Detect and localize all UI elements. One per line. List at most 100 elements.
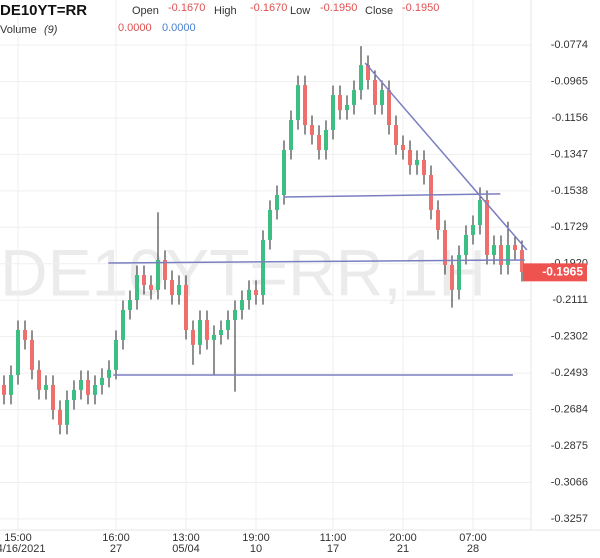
- candle-body: [366, 65, 370, 80]
- candle-body: [107, 369, 111, 378]
- candle-body: [135, 275, 139, 301]
- low-value: -0.1950: [320, 2, 357, 14]
- candle-body: [142, 275, 146, 285]
- y-tick-label: -0.1729: [551, 221, 588, 233]
- candle-body: [457, 254, 461, 290]
- candle-body: [86, 379, 90, 395]
- candle-body: [387, 90, 391, 126]
- candle-body: [513, 245, 517, 251]
- open-value: -0.1670: [168, 2, 205, 14]
- high-value: -0.1670: [250, 2, 287, 14]
- candle-body: [464, 234, 468, 255]
- y-tick-label: -0.1538: [551, 185, 588, 197]
- candle-body: [499, 245, 503, 265]
- candle-body: [72, 389, 76, 401]
- candle-body: [156, 259, 160, 290]
- candle-body: [408, 150, 412, 166]
- y-tick-label: -0.2302: [551, 331, 588, 343]
- high-label: High: [214, 5, 237, 17]
- y-tick-label: -0.2493: [551, 367, 588, 379]
- candle-body: [471, 225, 475, 235]
- candle-body: [79, 379, 83, 390]
- candle-body: [394, 125, 398, 146]
- candle-body: [65, 400, 69, 425]
- candle-body: [289, 120, 293, 151]
- candle-body: [268, 209, 272, 240]
- candle-body: [23, 329, 27, 340]
- x-tick-date: 05/04: [172, 543, 200, 555]
- volume-period: (9): [44, 24, 58, 36]
- candle-body: [345, 104, 349, 111]
- candle-body: [177, 284, 181, 296]
- candle-body: [478, 200, 482, 226]
- candle-body: [121, 309, 125, 340]
- volume-value: 0.0000: [162, 22, 196, 34]
- y-tick-label: -0.1156: [552, 112, 589, 124]
- candle-body: [93, 384, 97, 395]
- volume-value: 0.0000: [118, 22, 152, 34]
- x-tick-label: 16:00: [102, 532, 130, 544]
- x-tick-date: 21: [397, 543, 409, 555]
- candle-body: [275, 195, 279, 210]
- candle-body: [429, 175, 433, 210]
- x-tick-label: 20:00: [389, 532, 417, 544]
- candle-body: [282, 150, 286, 196]
- y-tick-label: -0.3066: [551, 476, 588, 488]
- candle-body: [380, 90, 384, 105]
- candle-body: [296, 85, 300, 121]
- trendline: [283, 193, 501, 198]
- y-tick-label: -0.0965: [551, 75, 588, 87]
- candle-body: [317, 134, 321, 151]
- x-tick-label: 07:00: [459, 532, 487, 544]
- x-tick-date: 27: [110, 543, 122, 555]
- candle-body: [233, 309, 237, 321]
- candle-body: [254, 289, 258, 296]
- candle-body: [492, 245, 496, 255]
- candle-body: [128, 300, 132, 310]
- candle-body: [100, 377, 104, 385]
- trendline: [364, 62, 528, 251]
- watermark: DE10YT=RR,1H: [0, 235, 486, 309]
- candle-body: [184, 284, 188, 330]
- open-label: Open: [132, 5, 159, 17]
- x-tick-date: 28: [467, 543, 479, 555]
- low-label: Low: [290, 5, 310, 17]
- candle-body: [401, 145, 405, 151]
- last-price-label: -0.1965: [542, 265, 583, 279]
- candle-body: [30, 339, 34, 370]
- y-tick-label: -0.0774: [551, 39, 588, 51]
- candle-body: [16, 329, 20, 376]
- candle-body: [37, 369, 41, 390]
- candle-body: [506, 245, 510, 265]
- candle-body: [303, 85, 307, 126]
- candle-body: [359, 65, 363, 91]
- candle-body: [191, 329, 195, 345]
- candle-body: [520, 250, 524, 272]
- candle-body: [485, 200, 489, 255]
- candle-body: [324, 129, 328, 151]
- candle-body: [58, 409, 62, 425]
- candle-body: [219, 329, 223, 335]
- candle-body: [2, 384, 6, 395]
- candle-body: [310, 125, 314, 135]
- candle-body: [443, 229, 447, 265]
- candle-body: [373, 79, 377, 105]
- candle-body: [338, 95, 342, 111]
- candle-body: [352, 90, 356, 105]
- candle-body: [240, 300, 244, 310]
- candle-body: [212, 334, 216, 340]
- candle-body: [205, 320, 209, 340]
- x-tick-label: 11:00: [320, 532, 347, 544]
- x-tick-label: 15:00: [4, 532, 32, 544]
- candle-body: [149, 284, 153, 290]
- y-tick-label: -0.2111: [552, 294, 588, 306]
- candle-body: [422, 159, 426, 176]
- candle-body: [44, 384, 48, 390]
- trendline: [108, 259, 525, 264]
- close-label: Close: [365, 5, 393, 17]
- candle-body: [51, 384, 55, 410]
- y-tick-label: -0.1347: [551, 148, 588, 160]
- candle-body: [114, 339, 118, 370]
- symbol: DE10YT=RR: [0, 2, 87, 19]
- candle-body: [450, 264, 454, 290]
